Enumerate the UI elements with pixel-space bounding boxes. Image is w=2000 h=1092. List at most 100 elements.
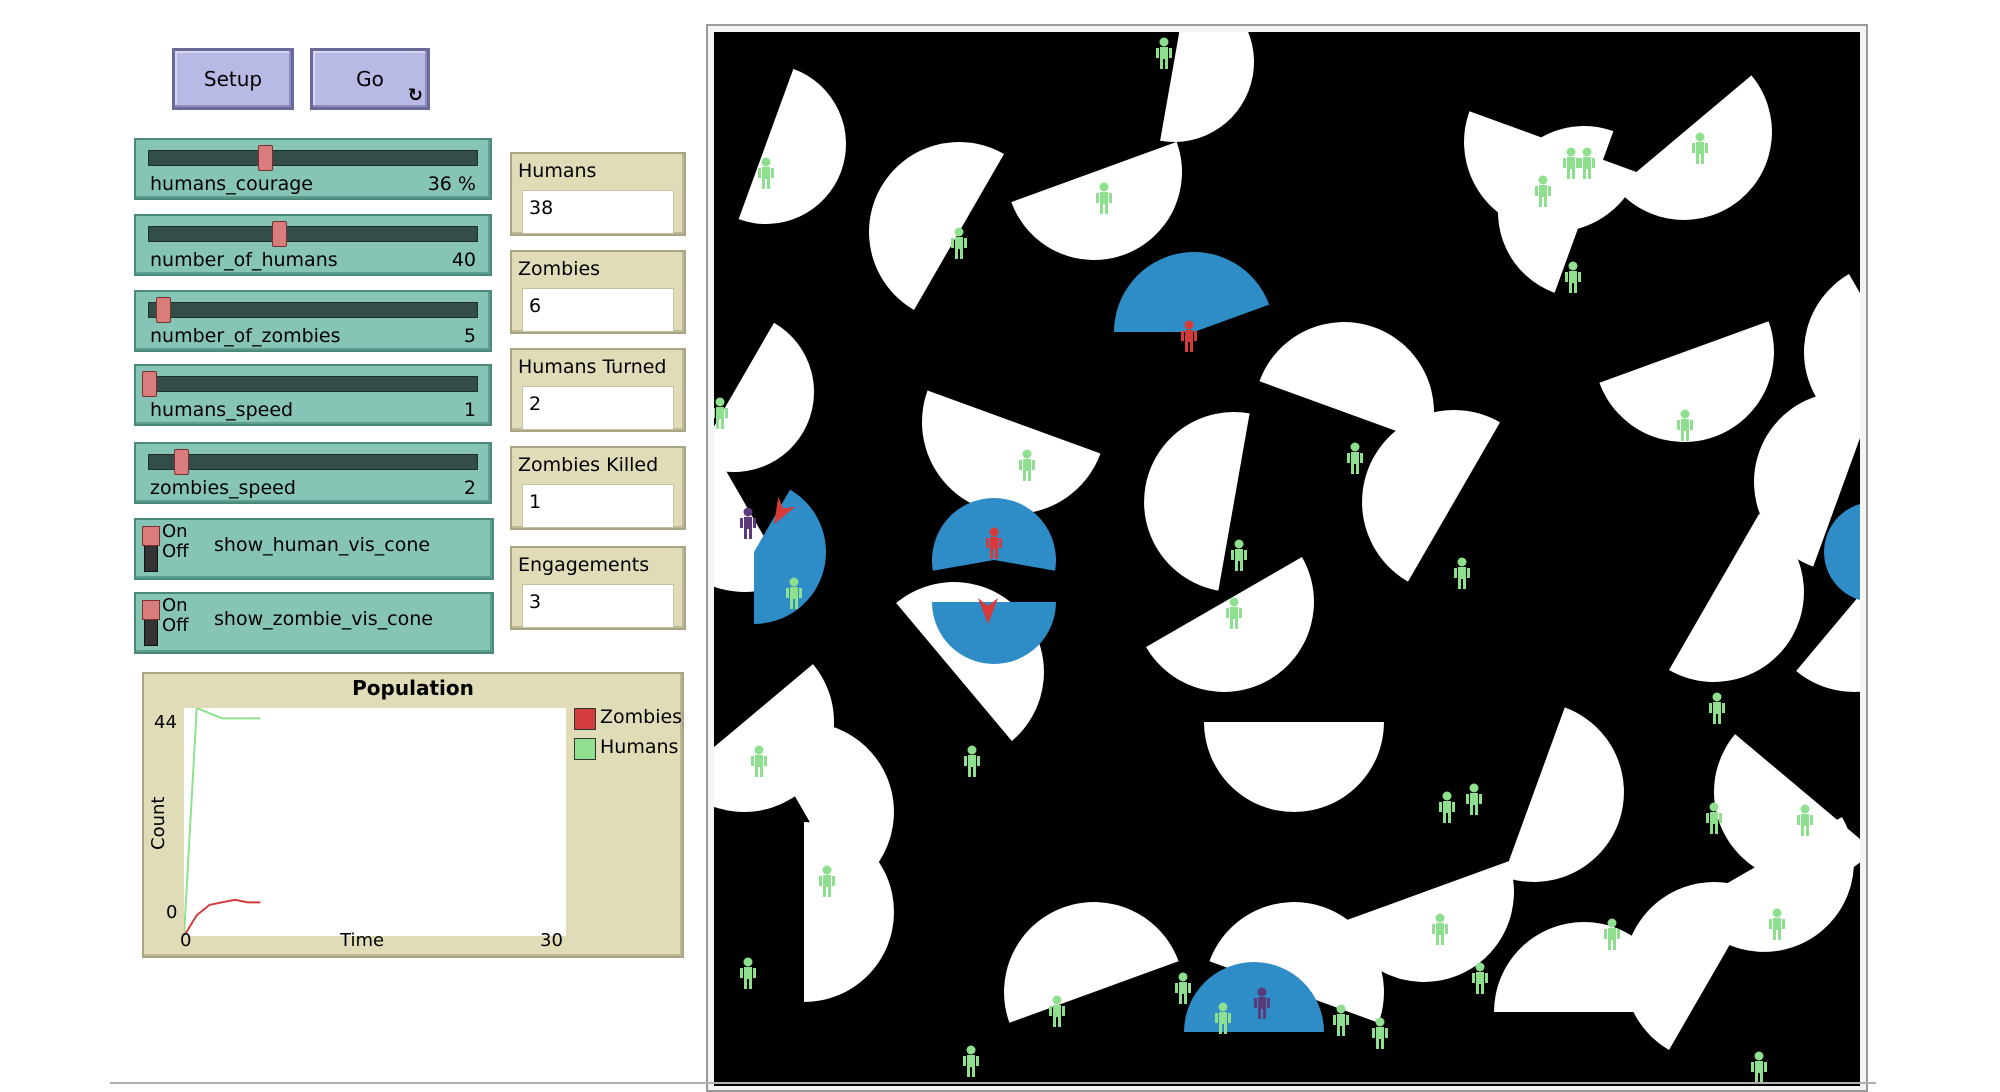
human-agent[interactable] <box>1769 908 1785 941</box>
human-vision-cone <box>1339 861 1514 982</box>
human-agent[interactable] <box>740 957 756 990</box>
human-agent[interactable] <box>758 157 774 190</box>
human-agent[interactable] <box>1231 539 1247 572</box>
slider-value: 1 <box>463 399 476 421</box>
zombie-arrow[interactable] <box>978 598 998 624</box>
monitor-value: 1 <box>522 484 674 528</box>
human-agent[interactable] <box>1466 783 1482 816</box>
human-agent[interactable] <box>1579 147 1595 180</box>
switch-show-zombie-vis-cone[interactable]: On Off show_zombie_vis_cone <box>134 592 494 654</box>
human-agent[interactable] <box>1019 449 1035 482</box>
series-line-zombies <box>183 898 261 937</box>
world-view[interactable] <box>714 32 1860 1086</box>
human-agent[interactable] <box>1454 557 1470 590</box>
slider-value: 5 <box>463 325 476 347</box>
slider-track[interactable] <box>148 376 478 392</box>
human-vision-cone <box>738 68 846 224</box>
monitor-label: Engagements <box>518 554 650 576</box>
human-agent[interactable] <box>1535 175 1551 208</box>
human-agent[interactable] <box>786 577 802 610</box>
y-axis-label: Count <box>148 796 169 850</box>
monitor-value: 3 <box>522 584 674 628</box>
human-agent[interactable] <box>751 745 767 778</box>
switch-knob[interactable] <box>142 526 160 546</box>
slider-handle[interactable] <box>156 297 171 323</box>
human-agent[interactable] <box>1175 972 1191 1005</box>
zombie-vision-cone <box>932 602 1056 664</box>
monitor-humans: Humans 38 <box>510 152 686 236</box>
series-line-humans <box>183 706 261 937</box>
human-agent[interactable] <box>1797 804 1813 837</box>
turned-agent[interactable] <box>1254 987 1270 1020</box>
human-agent[interactable] <box>1347 442 1363 475</box>
human-agent[interactable] <box>819 865 835 898</box>
zombie-vision-cone <box>1824 504 1860 600</box>
human-agent[interactable] <box>1432 913 1448 946</box>
monitor-engagements: Engagements 3 <box>510 546 686 630</box>
turned-agent[interactable] <box>740 507 756 540</box>
human-agent[interactable] <box>1706 802 1722 835</box>
slider-number-of-humans[interactable]: number_of_humans 40 <box>134 214 492 276</box>
switch-label: show_zombie_vis_cone <box>214 608 433 630</box>
plot-title: Population <box>352 676 474 700</box>
x-axis-label: Time <box>340 930 385 951</box>
switch-knob[interactable] <box>142 600 160 620</box>
human-agent[interactable] <box>1439 791 1455 824</box>
slider-handle[interactable] <box>142 371 157 397</box>
human-agent[interactable] <box>1751 1051 1767 1084</box>
human-vision-cone <box>1144 412 1250 591</box>
switch-off-label: Off <box>162 615 189 636</box>
slider-track[interactable] <box>148 302 478 318</box>
human-agent[interactable] <box>1226 597 1242 630</box>
human-vision-cone <box>869 142 1004 310</box>
slider-zombies-speed[interactable]: zombies_speed 2 <box>134 442 492 504</box>
slider-handle[interactable] <box>174 449 189 475</box>
go-button[interactable]: Go ↻ <box>310 48 430 110</box>
slider-number-of-zombies[interactable]: number_of_zombies 5 <box>134 290 492 352</box>
monitor-value: 2 <box>522 386 674 430</box>
slider-track[interactable] <box>148 150 478 166</box>
slider-humans-speed[interactable]: humans_speed 1 <box>134 364 492 426</box>
switch-on-label: On <box>162 595 188 616</box>
zombie-agent[interactable] <box>986 527 1002 560</box>
zombie-agent[interactable] <box>1181 320 1197 353</box>
human-agent[interactable] <box>1563 147 1579 180</box>
x-min-tick: 0 <box>180 930 192 951</box>
slider-value: 2 <box>463 477 476 499</box>
human-vision-cone <box>1494 922 1674 1012</box>
human-agent[interactable] <box>963 1045 979 1078</box>
human-agent[interactable] <box>951 227 967 260</box>
human-agent[interactable] <box>1472 962 1488 995</box>
human-agent[interactable] <box>1049 995 1065 1028</box>
human-agent[interactable] <box>1333 1004 1349 1037</box>
bottom-divider <box>110 1082 1876 1084</box>
legend-swatch-humans <box>574 738 596 760</box>
human-agent[interactable] <box>1372 1017 1388 1050</box>
switch-show-human-vis-cone[interactable]: On Off show_human_vis_cone <box>134 518 494 580</box>
human-agent[interactable] <box>964 745 980 778</box>
human-agent[interactable] <box>1709 692 1725 725</box>
slider-label: humans_courage <box>150 173 313 195</box>
slider-track[interactable] <box>148 454 478 470</box>
human-agent[interactable] <box>1677 409 1693 442</box>
human-agent[interactable] <box>1565 261 1581 294</box>
slider-humans-courage[interactable]: humans_courage 36 % <box>134 138 492 200</box>
human-agent[interactable] <box>1604 918 1620 951</box>
slider-handle[interactable] <box>272 221 287 247</box>
human-vision-cone <box>1004 902 1179 1023</box>
monitor-value: 6 <box>522 288 674 332</box>
slider-handle[interactable] <box>258 145 273 171</box>
setup-button[interactable]: Setup <box>172 48 294 110</box>
human-agent[interactable] <box>714 397 728 430</box>
human-vision-cone <box>1599 321 1775 442</box>
human-agent[interactable] <box>1215 1002 1231 1035</box>
zombie-arrow[interactable] <box>765 496 796 530</box>
slider-track[interactable] <box>148 226 478 242</box>
slider-label: number_of_humans <box>150 249 338 271</box>
human-agent[interactable] <box>1692 132 1708 165</box>
legend-swatch-zombies <box>574 708 596 730</box>
human-agent[interactable] <box>1156 37 1172 70</box>
human-agent[interactable] <box>1096 182 1112 215</box>
switch-on-label: On <box>162 521 188 542</box>
monitor-zombies: Zombies 6 <box>510 250 686 334</box>
